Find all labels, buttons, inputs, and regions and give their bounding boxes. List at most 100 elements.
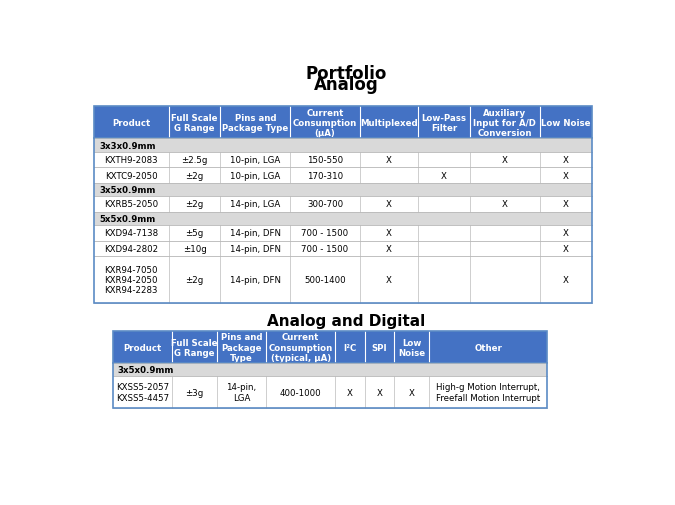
Bar bbox=[94, 107, 169, 139]
Text: ±2.5g: ±2.5g bbox=[182, 156, 208, 165]
Text: X: X bbox=[377, 388, 383, 397]
Text: X: X bbox=[386, 229, 391, 238]
Text: KXD94-2802: KXD94-2802 bbox=[104, 244, 158, 254]
Text: X: X bbox=[562, 200, 568, 209]
Text: X: X bbox=[562, 244, 568, 254]
Bar bbox=[470, 257, 539, 303]
Bar bbox=[221, 225, 290, 241]
Text: Analog and Digital: Analog and Digital bbox=[267, 313, 425, 328]
Bar bbox=[113, 332, 172, 364]
Text: X: X bbox=[562, 171, 568, 180]
Bar bbox=[221, 107, 290, 139]
Bar bbox=[539, 153, 591, 168]
Text: ±2g: ±2g bbox=[186, 171, 204, 180]
Text: KXTH9-2083: KXTH9-2083 bbox=[105, 156, 158, 165]
Text: ±10g: ±10g bbox=[183, 244, 207, 254]
Text: Pins and
Package
Type: Pins and Package Type bbox=[221, 333, 262, 363]
Text: KXD94-7138: KXD94-7138 bbox=[104, 229, 158, 238]
Bar bbox=[94, 225, 169, 241]
Text: X: X bbox=[562, 275, 568, 284]
Text: 400-1000: 400-1000 bbox=[280, 388, 321, 397]
Bar bbox=[172, 377, 217, 408]
Bar bbox=[470, 153, 539, 168]
Bar bbox=[169, 257, 221, 303]
Bar bbox=[221, 257, 290, 303]
Bar bbox=[94, 168, 169, 183]
Text: ±2g: ±2g bbox=[186, 275, 204, 284]
Text: 300-700: 300-700 bbox=[307, 200, 343, 209]
Text: ±3g: ±3g bbox=[186, 388, 204, 397]
Bar bbox=[470, 168, 539, 183]
Bar bbox=[217, 377, 266, 408]
Bar bbox=[169, 168, 221, 183]
Bar bbox=[429, 332, 547, 364]
Bar bbox=[360, 153, 418, 168]
Bar bbox=[418, 241, 470, 257]
Bar bbox=[429, 377, 547, 408]
Text: High-g Motion Interrupt,
Freefall Motion Interrupt: High-g Motion Interrupt, Freefall Motion… bbox=[436, 383, 540, 402]
Text: KXR94-7050
KXR94-2050
KXR94-2283: KXR94-7050 KXR94-2050 KXR94-2283 bbox=[105, 265, 158, 295]
Bar bbox=[221, 168, 290, 183]
Bar bbox=[94, 212, 591, 225]
Bar bbox=[169, 196, 221, 212]
Bar bbox=[217, 332, 266, 364]
Text: 170-310: 170-310 bbox=[307, 171, 343, 180]
Text: Pins and
Package Type: Pins and Package Type bbox=[222, 114, 288, 133]
Text: X: X bbox=[386, 244, 391, 254]
Text: Portfolio: Portfolio bbox=[305, 65, 387, 83]
Text: X: X bbox=[347, 388, 353, 397]
Bar bbox=[539, 257, 591, 303]
Bar bbox=[113, 364, 547, 377]
Bar bbox=[169, 241, 221, 257]
Bar bbox=[539, 225, 591, 241]
Bar bbox=[539, 241, 591, 257]
Bar bbox=[169, 107, 221, 139]
Bar bbox=[335, 332, 365, 364]
Bar bbox=[172, 332, 217, 364]
Text: X: X bbox=[386, 200, 391, 209]
Text: ±2g: ±2g bbox=[186, 200, 204, 209]
Text: X: X bbox=[409, 388, 414, 397]
Text: 700 - 1500: 700 - 1500 bbox=[302, 244, 348, 254]
Bar bbox=[418, 153, 470, 168]
Bar bbox=[418, 196, 470, 212]
Text: 14-pin, DFN: 14-pin, DFN bbox=[230, 229, 281, 238]
Text: Product: Product bbox=[112, 119, 151, 128]
Text: 3x3x0.9mm: 3x3x0.9mm bbox=[100, 141, 157, 150]
Bar bbox=[94, 196, 169, 212]
Text: ±5g: ±5g bbox=[186, 229, 204, 238]
Bar bbox=[290, 153, 360, 168]
Bar bbox=[360, 168, 418, 183]
Text: Multiplexed: Multiplexed bbox=[360, 119, 418, 128]
Text: 14-pin, LGA: 14-pin, LGA bbox=[230, 200, 280, 209]
Bar bbox=[360, 257, 418, 303]
Text: X: X bbox=[386, 156, 391, 165]
Bar bbox=[290, 168, 360, 183]
Bar bbox=[360, 241, 418, 257]
Bar bbox=[290, 196, 360, 212]
Bar bbox=[290, 241, 360, 257]
Bar bbox=[94, 107, 591, 303]
Text: Other: Other bbox=[475, 343, 502, 352]
Bar bbox=[360, 225, 418, 241]
Bar bbox=[418, 257, 470, 303]
Bar bbox=[290, 257, 360, 303]
Text: 3x5x0.9mm: 3x5x0.9mm bbox=[118, 366, 174, 375]
Text: Current
Consumption
(typical, μA): Current Consumption (typical, μA) bbox=[269, 333, 333, 363]
Bar bbox=[418, 168, 470, 183]
Text: X: X bbox=[386, 275, 391, 284]
Bar bbox=[266, 332, 335, 364]
Bar bbox=[470, 241, 539, 257]
Text: Current
Consumption
(μA): Current Consumption (μA) bbox=[293, 109, 357, 138]
Text: X: X bbox=[562, 156, 568, 165]
Text: 14-pin, DFN: 14-pin, DFN bbox=[230, 244, 281, 254]
Text: Full Scale
G Range: Full Scale G Range bbox=[171, 338, 218, 357]
Text: 5x5x0.9mm: 5x5x0.9mm bbox=[100, 214, 156, 223]
Bar bbox=[470, 196, 539, 212]
Bar bbox=[539, 196, 591, 212]
Bar bbox=[113, 377, 172, 408]
Bar bbox=[360, 107, 418, 139]
Bar bbox=[221, 241, 290, 257]
Text: 10-pin, LGA: 10-pin, LGA bbox=[230, 156, 280, 165]
Bar bbox=[364, 332, 394, 364]
